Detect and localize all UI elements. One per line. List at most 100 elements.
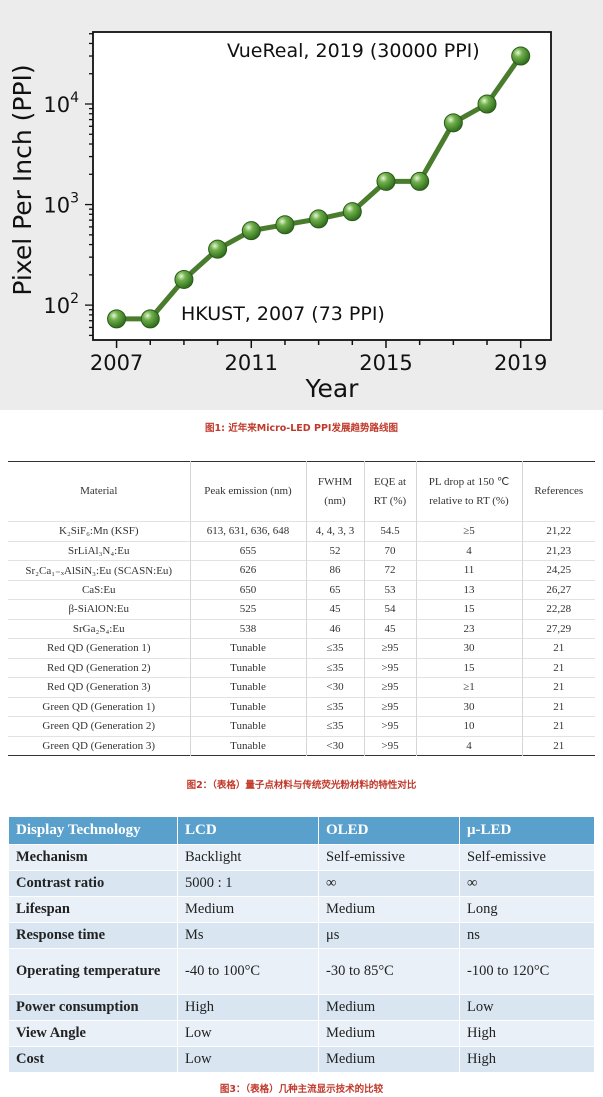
table-row: Sr₂Ca₁₋ₓAlSiN₃:Eu (SCASN:Eu) 626 86 72 11 24,… (8, 560, 595, 580)
data-point (342, 202, 362, 222)
figure3-caption: 图3：（表格）几种主流显示技术的比较 (219, 1084, 384, 1095)
figure1-caption: 图1: 近年来Micro-LED PPI发展趋势路线图 (205, 423, 398, 434)
chart-annotation-vuereal: VueReal, 2019 (30000 PPI) (227, 40, 480, 62)
table-cell: Tunable (189, 696, 306, 717)
col-material: Material (80, 485, 118, 497)
table-cell: ≥95 (363, 677, 416, 697)
table-cell: 10 (415, 716, 522, 736)
table-cell: 21 (521, 638, 595, 658)
col-eqe: EQE at RT (%) (363, 461, 416, 522)
table-row: Lifespan Medium Medium Long (9, 897, 594, 922)
table-cell: 24,25 (521, 560, 595, 580)
data-point (140, 309, 160, 329)
table-cell: 21 (521, 696, 595, 717)
table-cell: Tunable (189, 657, 306, 678)
col-micro-led: μ-LED (460, 817, 594, 844)
table-cell: Medium (319, 897, 459, 922)
table-cell: 45 (363, 618, 416, 639)
table-header-row: Display Technology LCD OLED μ-LED (9, 817, 594, 844)
table-row: Green QD (Generation 1) Tunable ≤35 ≥95 30 21 (8, 696, 595, 717)
table-cell: 22,28 (521, 599, 595, 619)
table-cell: 525 (189, 599, 306, 619)
table-row: Contrast ratio 5000 : 1 ∞ ∞ (9, 871, 594, 896)
row-label-cell: View Angle (9, 1021, 177, 1046)
col-pl-drop: PL drop at 150 ℃ relative to RT (%) (415, 461, 522, 522)
table-cell: ≤35 (305, 638, 364, 658)
data-point (511, 46, 531, 66)
table-cell: Medium (178, 897, 318, 922)
data-point (241, 221, 261, 241)
data-point (174, 269, 194, 289)
table-cell: Medium (319, 1047, 459, 1072)
table-cell: 650 (189, 579, 306, 600)
table-cell: <30 (305, 677, 364, 697)
table-cell: Tunable (189, 638, 306, 658)
col-oled: OLED (319, 817, 459, 844)
table-cell: >95 (363, 716, 416, 736)
table-cell: 21 (521, 716, 595, 736)
table-row: SrLiAl₃N₄:Eu 655 52 70 4 21,23 (8, 540, 595, 561)
table-cell: 626 (189, 560, 306, 580)
table-cell: >95 (363, 657, 416, 678)
table-cell: 4 (415, 540, 522, 561)
table-cell: 54.5 (363, 521, 416, 541)
table-row: SrGa₂S₄:Eu 538 46 45 23 27,29 (8, 618, 595, 639)
table-cell: 26,27 (521, 579, 595, 600)
table-cell: Tunable (189, 677, 306, 697)
table-row: Green QD (Generation 3) Tunable <30 >95 4 21 (8, 735, 595, 756)
table-cell: Low (460, 995, 594, 1020)
table-cell: ≥5 (415, 521, 522, 541)
ppi-line-chart: 2007 2011 2015 2019 102 103 104 VueReal, 2019 … (8, 31, 552, 403)
table-row: Red QD (Generation 1) Tunable ≤35 ≥95 30 21 (8, 638, 595, 658)
ppi-trend-figure: 2007 2011 2015 2019 102 103 104 VueReal, 2019 … (0, 0, 603, 410)
table-cell: Tunable (189, 735, 306, 756)
table-cell: 72 (363, 560, 416, 580)
table-cell: <30 (305, 735, 364, 756)
table-cell: High (460, 1021, 594, 1046)
row-label-cell: Cost (9, 1047, 177, 1072)
row-label-cell: Operating temperature (9, 949, 177, 994)
row-label-cell: Mechanism (9, 845, 177, 870)
table-cell: Long (460, 897, 594, 922)
table-cell: 4, 4, 3, 3 (305, 521, 364, 541)
table-cell: 52 (305, 540, 364, 561)
table-header-row: Material Peak emission (nm) FWHM (nm) EQ… (8, 461, 595, 522)
table-cell: 15 (415, 657, 522, 678)
table-row: K₂SiF₆:Mn (KSF) 613, 631, 636, 648 4, 4, 3… (8, 521, 595, 541)
row-label-cell: Green QD (Generation 3) (8, 735, 190, 756)
table-cell: 65 (305, 579, 364, 600)
table-cell: 21,22 (521, 521, 595, 541)
table-cell: Tunable (189, 716, 306, 736)
figure2-caption: 图2：（表格）量子点材料与传统荧光粉材料的特性对比 (186, 780, 417, 791)
row-label-cell: K₂SiF₆:Mn (KSF) (8, 521, 190, 541)
table-cell: High (178, 995, 318, 1020)
table-cell: Low (178, 1047, 318, 1072)
table-row: Operating temperature -40 to 100°C -30 to … (9, 949, 594, 994)
table-cell: High (460, 1047, 594, 1072)
table-cell: 5000 : 1 (178, 871, 318, 896)
y-tick-label: 102 (43, 291, 79, 318)
y-tick-label: 104 (43, 90, 79, 117)
col-lcd: LCD (178, 817, 318, 844)
table-cell: 53 (363, 579, 416, 600)
row-label-cell: Power consumption (9, 995, 177, 1020)
row-label-cell: SrGa₂S₄:Eu (8, 618, 190, 639)
x-tick-label: 2015 (359, 351, 412, 375)
table-cell: 21 (521, 657, 595, 678)
data-point (443, 113, 463, 133)
row-label-cell: Red QD (Generation 1) (8, 638, 190, 658)
row-label-cell: Contrast ratio (9, 871, 177, 896)
table-cell: ≤35 (305, 696, 364, 717)
materials-comparison-table: Material Peak emission (nm) FWHM (nm) EQ… (8, 461, 595, 756)
x-tick-label: 2007 (90, 351, 143, 375)
table-cell: 4 (415, 735, 522, 756)
table-cell: ≤35 (305, 716, 364, 736)
table-cell: Backlight (178, 845, 318, 870)
x-axis-label: Year (305, 374, 360, 403)
data-point (309, 209, 329, 229)
table-cell: Self-emissive (319, 845, 459, 870)
row-label-cell: SrLiAl₃N₄:Eu (8, 540, 190, 561)
table-row: Power consumption High Medium Low (9, 995, 594, 1020)
table-row: CaS:Eu 650 65 53 13 26,27 (8, 579, 595, 600)
table-cell: 13 (415, 579, 522, 600)
